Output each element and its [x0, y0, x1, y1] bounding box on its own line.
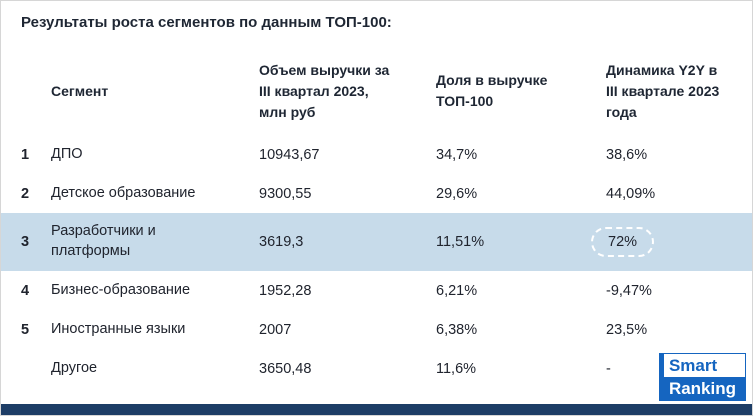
- dashed-highlight-ellipse: 72%: [591, 227, 655, 257]
- dynamics-cell: -: [606, 360, 611, 377]
- share-cell: 34,7%: [436, 146, 478, 163]
- table-row: 5 Иностранные языки 2007 6,38% 23,5%: [1, 310, 752, 349]
- row-number: 5: [21, 321, 30, 338]
- header-share: Доля в выручке ТОП-100: [436, 72, 548, 109]
- share-cell: 11,51%: [436, 234, 485, 250]
- table-row: 4 Бизнес-образование 1952,28 6,21% -9,47…: [1, 271, 752, 310]
- table-row: Другое 3650,48 11,6% -: [1, 349, 752, 388]
- header-dynamics: Динамика Y2Y в III квартале 2023 года: [606, 61, 720, 120]
- revenue-cell: 10943,67: [259, 146, 320, 163]
- segment-cell: Разработчики и платформы: [51, 223, 156, 259]
- row-number: 2: [21, 185, 30, 202]
- dynamics-cell: 44,09%: [606, 185, 656, 202]
- row-number: 3: [21, 234, 30, 250]
- header-segment: Сегмент: [51, 82, 109, 99]
- logo-text-smart: Smart: [663, 353, 746, 377]
- smart-ranking-logo: Smart Ranking: [658, 353, 746, 401]
- logo-text-ranking: Ranking: [663, 377, 746, 401]
- share-cell: 6,38%: [436, 321, 478, 338]
- segment-cell: Детское образование: [51, 184, 196, 201]
- dynamics-cell: -9,47%: [606, 282, 652, 299]
- segment-cell: Бизнес-образование: [51, 281, 191, 298]
- segment-cell: Иностранные языки: [51, 320, 186, 337]
- dynamics-cell: 23,5%: [606, 321, 648, 338]
- table-header-row: Сегмент Объем выручки за III квартал 202…: [1, 47, 752, 135]
- revenue-cell: 1952,28: [259, 282, 312, 299]
- revenue-cell: 9300,55: [259, 185, 312, 202]
- share-cell: 29,6%: [436, 185, 478, 202]
- share-cell: 11,6%: [436, 360, 477, 377]
- page-title: Результаты роста сегментов по данным ТОП…: [21, 14, 392, 31]
- footer-bar: [1, 404, 752, 415]
- revenue-cell: 3650,48: [259, 360, 312, 377]
- revenue-cell: 3619,3: [259, 234, 304, 250]
- table-row-highlighted: 3 Разработчики и платформы 3619,3 11,51%…: [1, 213, 752, 271]
- segment-cell: ДПО: [51, 145, 83, 162]
- dynamics-cell: 38,6%: [606, 146, 648, 163]
- revenue-cell: 2007: [259, 321, 292, 338]
- row-number: 4: [21, 282, 30, 299]
- segment-cell: Другое: [51, 359, 98, 376]
- share-cell: 6,21%: [436, 282, 478, 299]
- header-revenue: Объем выручки за III квартал 2023, млн р…: [259, 61, 390, 120]
- table-row: 2 Детское образование 9300,55 29,6% 44,0…: [1, 174, 752, 213]
- table-row: 1 ДПО 10943,67 34,7% 38,6%: [1, 135, 752, 174]
- row-number: 1: [21, 146, 30, 163]
- dynamics-cell: 72%: [591, 227, 742, 257]
